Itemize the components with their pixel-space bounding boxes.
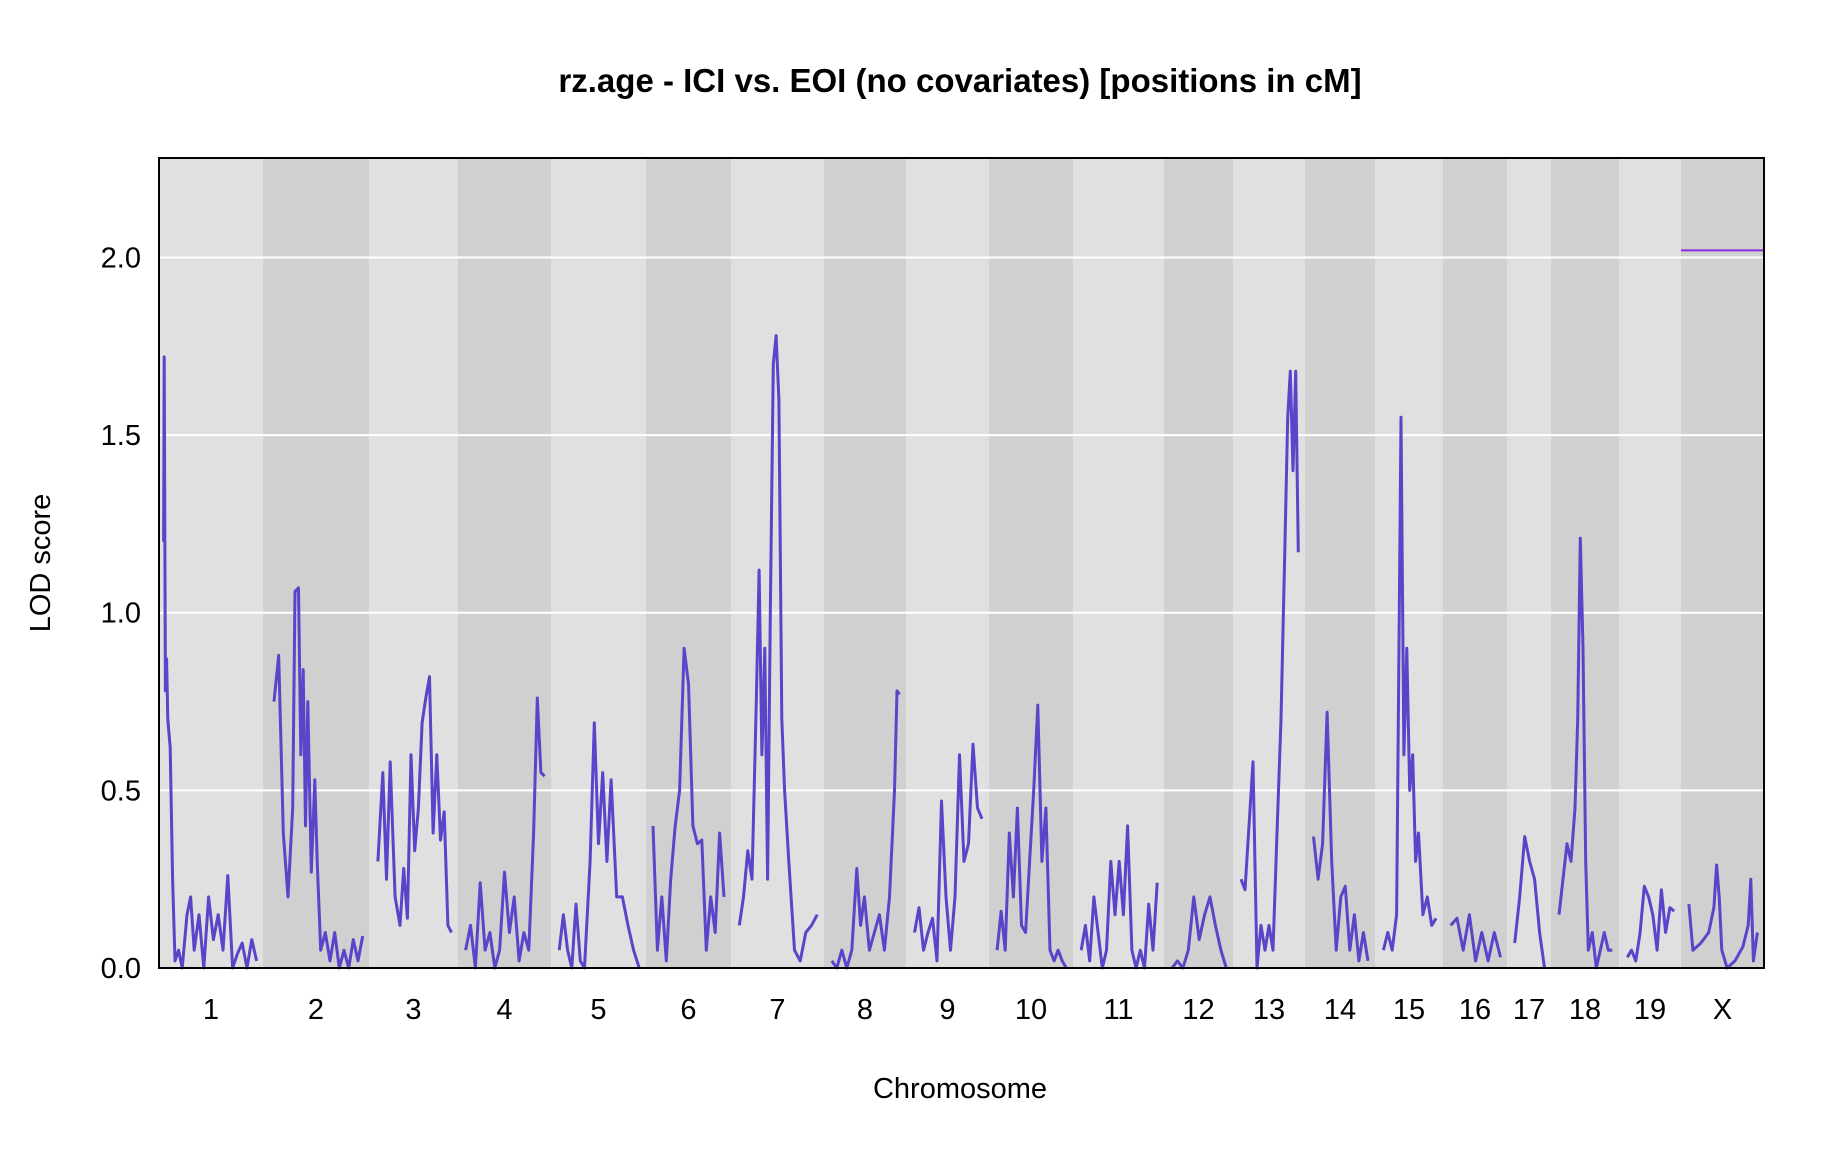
chromosome-band-14 (1305, 158, 1375, 968)
lod-curve-chr-13 (1239, 369, 1300, 970)
x-axis: 1 2 3 4 5 6 7 8 9 10 11 12 13 14 15 16 17 18 19 X (203, 994, 1732, 1026)
chromosome-band-15 (1375, 158, 1443, 968)
chromosome-band-4 (458, 158, 551, 968)
x-tick-label: 4 (496, 994, 512, 1026)
lod-curve-chr-19 (1626, 884, 1676, 963)
x-tick-label: 16 (1459, 994, 1491, 1026)
x-tick-label: 18 (1569, 994, 1601, 1026)
lod-curve-chr-9 (913, 742, 984, 963)
x-axis-label: Chromosome (873, 1073, 1047, 1105)
chromosome-band-8 (824, 158, 906, 968)
lod-curve-chr-17 (1513, 835, 1546, 969)
lod-curve-chr-16 (1449, 913, 1502, 963)
chromosome-band-11 (1073, 158, 1164, 968)
lod-curve-chr-7 (737, 334, 819, 963)
x-tick-label: X (1713, 994, 1732, 1026)
lod-curve-chr-10 (995, 703, 1068, 969)
lod-curve-chr-3 (376, 675, 453, 934)
lod-curve-chr-8 (830, 689, 901, 970)
chromosome-band-7 (731, 158, 824, 968)
x-tick-label: 19 (1634, 994, 1666, 1026)
x-tick-label: 13 (1253, 994, 1285, 1026)
chromosome-band-1 (159, 158, 263, 968)
x-tick-label: 3 (405, 994, 421, 1026)
chromosome-band-X (1681, 158, 1764, 968)
x-tick-label: 12 (1182, 994, 1214, 1026)
chart-title: rz.age - ICI vs. EOI (no covariates) [po… (558, 62, 1361, 99)
x-tick-label: 1 (203, 994, 219, 1026)
lod-curve-chr-6 (651, 646, 726, 963)
y-tick-label: 2.0 (101, 242, 141, 274)
x-tick-label: 6 (680, 994, 696, 1026)
x-tick-label: 5 (590, 994, 606, 1026)
lod-curve-chr-1 (162, 355, 259, 970)
lod-curve-chr-15 (1381, 415, 1438, 952)
y-axis-label: LOD score (25, 494, 57, 633)
lod-curve-chr-2 (272, 586, 365, 970)
chromosome-band-17 (1507, 158, 1551, 968)
x-tick-label: 11 (1103, 994, 1133, 1026)
lod-curve-chr-5 (557, 721, 641, 970)
y-axis: 0.0 0.5 1.0 1.5 2.0 (101, 242, 141, 985)
lod-curve-chr-4 (464, 696, 546, 970)
lod-curves (162, 334, 1759, 970)
x-tick-label: 17 (1513, 994, 1545, 1026)
chromosome-band-13 (1233, 158, 1305, 968)
chromosome-band-12 (1164, 158, 1233, 968)
y-tick-label: 1.5 (101, 420, 141, 452)
plot-frame (158, 157, 1765, 969)
lod-curve-chr-12 (1170, 895, 1228, 970)
lod-curve-chr-14 (1312, 710, 1370, 963)
chromosome-band-19 (1619, 158, 1681, 968)
chromosome-band-5 (551, 158, 646, 968)
x-tick-label: 7 (769, 994, 785, 1026)
chromosome-band-9 (906, 158, 989, 968)
chromosome-band-16 (1443, 158, 1507, 968)
x-tick-label: 2 (308, 994, 324, 1026)
lod-curve-chr-18 (1557, 536, 1613, 970)
x-tick-label: 14 (1324, 994, 1356, 1026)
y-tick-label: 0.5 (101, 775, 141, 807)
y-tick-label: 0.0 (101, 953, 141, 985)
lod-curve-chr-X (1687, 863, 1759, 970)
x-tick-label: 9 (939, 994, 955, 1026)
x-tick-label: 8 (857, 994, 873, 1026)
chromosome-band-6 (646, 158, 731, 968)
y-tick-label: 1.0 (101, 598, 141, 630)
x-tick-label: 10 (1015, 994, 1047, 1026)
x-tick-label: 15 (1393, 994, 1425, 1026)
